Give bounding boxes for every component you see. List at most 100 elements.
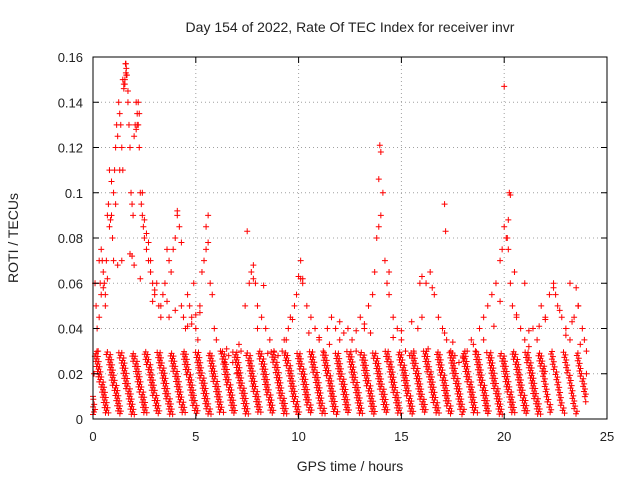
x-tick-label: 0	[89, 429, 96, 444]
noise-point	[532, 385, 539, 392]
noise-point	[576, 360, 583, 367]
noise-point	[91, 401, 98, 408]
noise-point	[322, 352, 329, 359]
noise-point	[557, 394, 564, 401]
noise-point	[238, 374, 245, 381]
noise-point	[158, 359, 165, 366]
noise-point	[135, 368, 142, 375]
noise-point	[97, 368, 104, 375]
noise-point	[374, 355, 381, 362]
noise-point	[420, 396, 427, 403]
noise-point	[545, 396, 552, 403]
noise-point	[198, 364, 205, 371]
data-point	[124, 87, 131, 94]
noise-point	[258, 350, 265, 357]
noise-point	[567, 377, 574, 384]
data-point	[386, 291, 393, 298]
data-point	[141, 216, 148, 223]
data-point	[184, 323, 191, 330]
noise-point	[497, 401, 504, 408]
noise-point	[525, 354, 532, 361]
noise-point	[489, 360, 496, 367]
noise-point	[228, 387, 235, 394]
noise-point	[155, 402, 162, 409]
noise-point	[444, 392, 451, 399]
noise-point	[95, 358, 102, 365]
noise-point	[362, 362, 369, 369]
noise-point	[257, 409, 264, 416]
noise-point	[523, 402, 530, 409]
noise-point	[485, 407, 492, 414]
noise-point	[330, 393, 337, 400]
noise-point	[122, 365, 129, 372]
data-point	[573, 284, 580, 291]
noise-point	[117, 408, 124, 415]
noise-point	[201, 380, 208, 387]
noise-point	[256, 404, 263, 410]
noise-point	[229, 392, 236, 399]
data-point	[264, 350, 271, 357]
data-point	[149, 298, 156, 305]
noise-point	[535, 400, 542, 407]
noise-point	[515, 361, 522, 368]
noise-point	[457, 391, 464, 398]
data-point	[118, 257, 125, 264]
noise-point	[511, 409, 518, 416]
data-point	[166, 314, 173, 321]
noise-point	[404, 382, 411, 389]
noise-point	[498, 406, 505, 413]
noise-point	[331, 398, 338, 405]
noise-point	[421, 401, 428, 408]
noise-point	[381, 391, 388, 398]
noise-point	[308, 407, 315, 414]
noise-point	[341, 381, 348, 388]
noise-point	[560, 404, 567, 411]
data-point	[188, 320, 195, 327]
noise-point	[327, 372, 334, 379]
noise-point	[555, 379, 562, 386]
noise-point	[225, 376, 232, 383]
noise-point	[167, 395, 174, 402]
noise-point	[316, 384, 323, 391]
data-point	[192, 311, 199, 318]
noise-point	[482, 387, 489, 394]
noise-point	[461, 348, 468, 355]
noise-point	[451, 360, 458, 367]
noise-point	[311, 359, 318, 366]
data-point	[416, 280, 423, 287]
data-point	[141, 235, 148, 241]
noise-point	[295, 403, 302, 410]
noise-point	[105, 409, 112, 416]
noise-point	[189, 382, 196, 389]
noise-point	[522, 397, 529, 404]
data-point	[116, 110, 123, 117]
noise-point	[263, 371, 270, 378]
noise-point	[116, 397, 123, 404]
noise-point	[336, 355, 343, 362]
data-point	[534, 336, 541, 343]
data-point	[110, 257, 117, 264]
y-tick-label: 0.06	[58, 276, 83, 291]
data-point	[414, 325, 421, 332]
data-point	[109, 235, 116, 241]
data-point	[135, 99, 142, 106]
noise-point	[539, 358, 546, 365]
noise-point	[126, 385, 133, 392]
noise-point	[233, 349, 240, 356]
noise-point	[285, 357, 292, 364]
noise-point	[582, 391, 589, 398]
noise-point	[370, 403, 377, 410]
noise-point	[231, 407, 238, 414]
data-point	[138, 201, 145, 208]
noise-point	[454, 375, 461, 382]
noise-point	[582, 386, 589, 393]
noise-point	[441, 372, 448, 379]
noise-point	[332, 403, 339, 410]
noise-point	[577, 365, 584, 372]
data-point	[285, 325, 292, 332]
noise-point	[200, 375, 207, 382]
data-point	[188, 314, 195, 321]
noise-point	[472, 404, 479, 411]
noise-point	[447, 403, 454, 410]
data-point	[513, 311, 520, 318]
